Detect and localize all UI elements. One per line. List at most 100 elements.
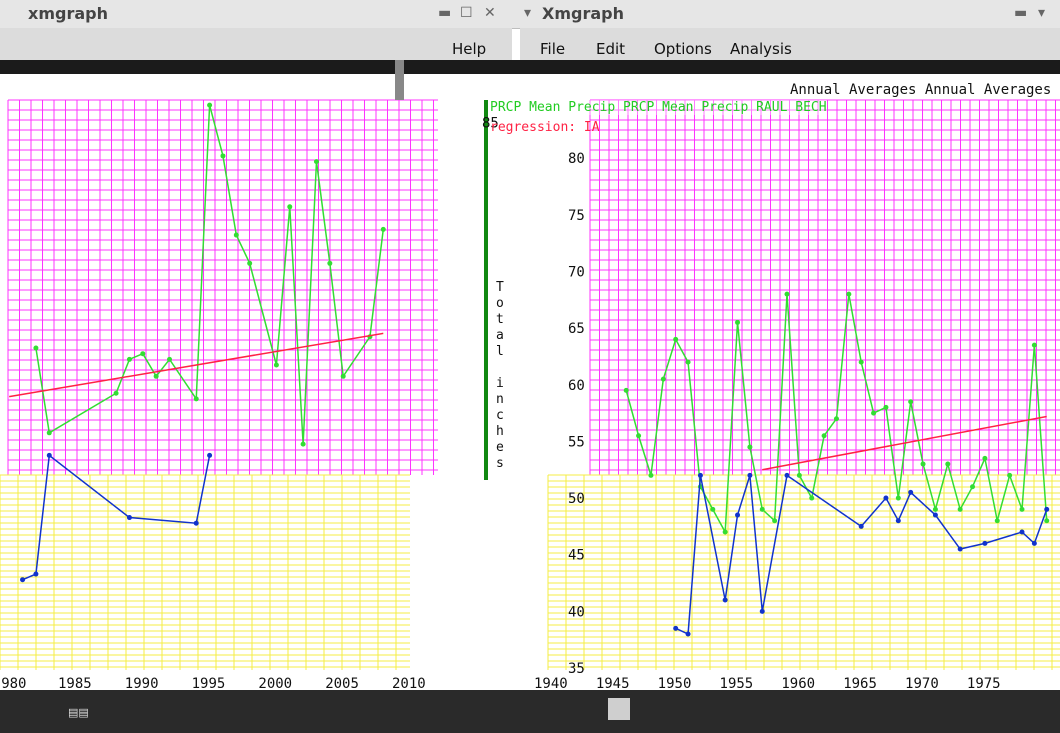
taskbar-item-1[interactable]: ▤▤ bbox=[68, 706, 89, 719]
left-green-point bbox=[340, 373, 346, 379]
y-axis-label-char: o bbox=[496, 296, 504, 311]
menu-analysis[interactable]: Analysis bbox=[730, 40, 792, 58]
maximize-icon[interactable]: ☐ bbox=[460, 5, 473, 21]
right-regression-line bbox=[762, 415, 1047, 471]
right-y-tick-label: 40 bbox=[568, 604, 585, 620]
right-blue-point bbox=[759, 608, 765, 614]
left-yellow-grid bbox=[0, 474, 410, 670]
left-x-tick-label: 980 bbox=[1, 676, 26, 692]
right-blue-point bbox=[895, 518, 901, 524]
right-y-tick-label: 60 bbox=[568, 378, 585, 394]
right-blue-point bbox=[982, 540, 988, 546]
right-minimize-icon[interactable]: ▬ bbox=[1014, 5, 1028, 21]
left-green-point bbox=[167, 356, 173, 362]
right-blue-point bbox=[747, 472, 753, 478]
right-blue-point bbox=[1044, 506, 1050, 512]
menu-options[interactable]: Options bbox=[654, 40, 712, 58]
left-green-point bbox=[46, 430, 52, 436]
y-axis-label-char: h bbox=[496, 424, 504, 439]
right-x-tick-label: 1965 bbox=[843, 676, 877, 692]
right-blue-point bbox=[1019, 529, 1025, 535]
left-chart: 980 1985 1990 1995 2000 2005 2010 bbox=[0, 99, 438, 692]
menu-help[interactable]: Help bbox=[452, 40, 487, 58]
right-window-titlebar[interactable]: ▾ Xmgraph ▬ ▾ bbox=[520, 0, 1060, 29]
right-green-point bbox=[1019, 506, 1025, 512]
right-blue-point bbox=[784, 472, 790, 478]
taskbar: ▤▤ bbox=[0, 690, 1060, 733]
y-axis-label-char: t bbox=[496, 312, 504, 327]
right-green-point bbox=[722, 529, 728, 535]
right-x-tick-label: 1975 bbox=[967, 676, 1001, 692]
left-blue-point bbox=[126, 515, 132, 521]
right-series-blue bbox=[675, 474, 1048, 636]
right-green-point bbox=[648, 472, 654, 478]
left-green-point bbox=[273, 362, 279, 368]
left-green-point bbox=[220, 153, 226, 159]
right-y-tick-label: 70 bbox=[568, 264, 585, 280]
right-green-point bbox=[747, 444, 753, 450]
right-blue-point bbox=[858, 523, 864, 529]
left-x-tick-label: 2005 bbox=[325, 676, 359, 692]
left-x-tick-label: 1995 bbox=[192, 676, 226, 692]
left-green-point bbox=[33, 345, 39, 351]
right-green-point bbox=[858, 359, 864, 365]
right-y-tick-label: 85 bbox=[482, 116, 499, 132]
menu-edit[interactable]: Edit bbox=[596, 40, 626, 58]
right-green-point bbox=[895, 495, 901, 501]
right-green-point bbox=[735, 319, 741, 325]
left-window-titlebar[interactable]: xmgraph ▬ ☐ ✕ bbox=[0, 0, 520, 29]
right-green-point bbox=[772, 518, 778, 524]
left-window-title: xmgraph bbox=[28, 4, 108, 23]
y-axis-label-char: T bbox=[496, 280, 504, 295]
left-blue-point bbox=[46, 452, 52, 458]
right-window-title: Xmgraph bbox=[542, 4, 624, 23]
minimize-icon[interactable]: ▬ bbox=[438, 5, 452, 21]
right-blue-point bbox=[697, 472, 703, 478]
left-blue-point bbox=[20, 577, 26, 583]
left-green-point bbox=[287, 204, 293, 210]
left-green-point bbox=[153, 373, 159, 379]
left-yellow-grid-bg bbox=[0, 475, 410, 670]
right-green-point bbox=[660, 376, 666, 382]
right-green-point bbox=[871, 410, 877, 416]
left-green-point bbox=[140, 351, 146, 357]
legend-text: PRCP Mean Precip PRCP Mean Precip RAUL B… bbox=[490, 100, 827, 115]
right-window-toolbar bbox=[404, 60, 1060, 74]
left-x-tick-label: 1985 bbox=[58, 676, 92, 692]
right-green-point bbox=[636, 433, 642, 439]
right-blue-point bbox=[957, 546, 963, 552]
right-maximize-icon[interactable]: ▾ bbox=[1038, 5, 1046, 21]
right-x-tick-label: 1950 bbox=[658, 676, 692, 692]
taskbar-handle[interactable] bbox=[608, 698, 630, 720]
left-green-point bbox=[247, 260, 253, 266]
right-y-tick-label: 50 bbox=[568, 491, 585, 507]
right-y-tick-label: 45 bbox=[568, 548, 585, 564]
right-yellow-grid-bg bbox=[548, 475, 1060, 670]
left-green-point bbox=[113, 390, 119, 396]
right-green-point bbox=[920, 461, 926, 467]
right-green-point bbox=[970, 484, 976, 490]
left-green-point bbox=[327, 260, 333, 266]
right-blue-point bbox=[673, 625, 679, 631]
right-y-axis-bar bbox=[484, 100, 488, 480]
right-green-point bbox=[1031, 342, 1037, 348]
y-axis-label-char: a bbox=[496, 328, 504, 343]
right-green-point bbox=[1007, 472, 1013, 478]
right-y-tick-label: 75 bbox=[568, 208, 585, 224]
menu-file[interactable]: File bbox=[540, 40, 566, 58]
right-green-point bbox=[908, 399, 914, 405]
right-y-tick-label: 65 bbox=[568, 321, 585, 337]
right-chart: 35 40 45 50 55 60 65 70 75 80 85 1940 1945 1950 1955 19… bbox=[482, 99, 1060, 692]
y-axis-label-char bbox=[496, 360, 504, 376]
close-icon[interactable]: ✕ bbox=[484, 5, 496, 21]
right-green-point bbox=[821, 433, 827, 439]
left-magenta-grid bbox=[7, 99, 438, 475]
right-yellow-grid bbox=[547, 474, 1060, 670]
right-green-point bbox=[994, 518, 1000, 524]
right-blue-point bbox=[908, 489, 914, 495]
right-blue-point bbox=[685, 631, 691, 637]
y-axis-label-char: s bbox=[496, 456, 504, 471]
right-y-tick-label: 80 bbox=[568, 151, 585, 167]
window-menu-icon[interactable]: ▾ bbox=[524, 5, 532, 21]
